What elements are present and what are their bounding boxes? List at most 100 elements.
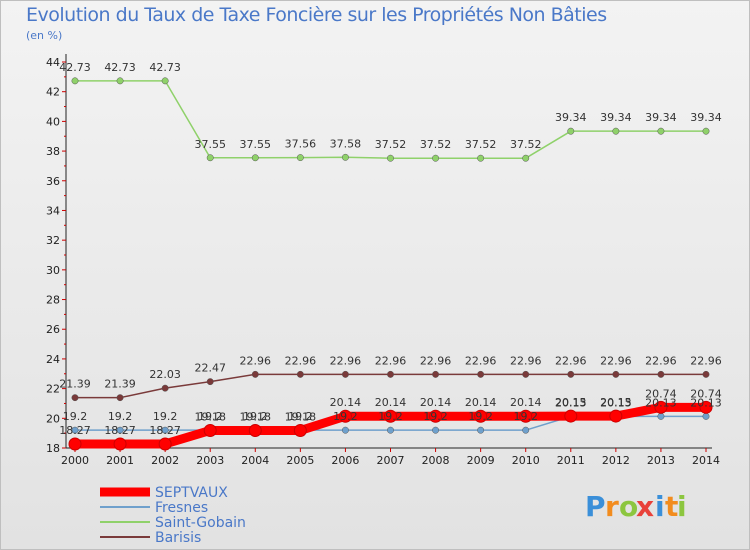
data-label-fresnes: 20.13: [555, 396, 587, 409]
axes: 18 20 22 24 26 28 30 32 34 36 38 40 42 44 2000 2001 2002…: [46, 54, 720, 467]
data-label-barisis: 22.96: [240, 354, 272, 367]
data-label-septvaux: 18.27: [149, 424, 181, 437]
data-label-barisis: 21.39: [59, 378, 91, 391]
data-point-barisis: [612, 370, 620, 378]
data-label-saint-gobain: 42.73: [104, 61, 136, 74]
data-point-saint-gobain: [296, 154, 304, 162]
data-point-saint-gobain: [567, 127, 575, 135]
data-label-septvaux: 18.27: [59, 424, 91, 437]
y-tick-label: 20: [46, 412, 60, 425]
data-label-barisis: 22.96: [645, 354, 677, 367]
data-label-fresnes: 19.2: [153, 410, 178, 423]
y-tick-label: 36: [46, 175, 60, 188]
data-point-barisis: [657, 370, 665, 378]
data-point-septvaux: [699, 400, 713, 414]
data-point-fresnes: [477, 426, 485, 434]
data-label-barisis: 22.47: [194, 362, 226, 375]
x-tick-label: 2004: [241, 454, 269, 467]
data-point-barisis: [522, 370, 530, 378]
data-label-fresnes: 20.13: [690, 396, 722, 409]
x-tick-label: 2003: [196, 454, 224, 467]
y-tick-label: 22: [46, 383, 60, 396]
data-point-septvaux: [429, 409, 443, 423]
legend-label-fresnes: Fresnes: [155, 500, 208, 516]
data-label-saint-gobain: 42.73: [59, 61, 91, 74]
y-tick-label: 42: [46, 86, 60, 99]
chart-title: Evolution du Taux de Taxe Foncière sur l…: [26, 4, 607, 26]
data-point-fresnes: [432, 426, 440, 434]
legend-label-barisis: Barisis: [155, 530, 201, 546]
data-point-saint-gobain: [522, 154, 530, 162]
data-point-fresnes: [702, 412, 710, 420]
data-point-septvaux: [474, 409, 488, 423]
data-label-saint-gobain: 39.34: [690, 111, 722, 124]
data-label-barisis: 22.96: [690, 354, 722, 367]
logo-letter: P: [585, 490, 606, 523]
data-point-barisis: [251, 370, 259, 378]
x-tick-label: 2000: [61, 454, 89, 467]
logo-letter: i: [655, 490, 665, 523]
data-label-septvaux: 19.18: [285, 410, 317, 423]
data-point-septvaux: [609, 409, 623, 423]
y-tick-label: 44: [46, 56, 60, 69]
data-point-fresnes: [387, 426, 394, 434]
data-point-saint-gobain: [71, 77, 79, 85]
data-point-barisis: [432, 370, 440, 378]
data-label-saint-gobain: 37.58: [330, 137, 362, 150]
y-tick-label: 40: [46, 115, 60, 128]
series-layer: [68, 77, 713, 451]
data-label-barisis: 22.96: [555, 354, 587, 367]
data-point-fresnes: [341, 426, 349, 434]
data-label-barisis: 22.96: [600, 354, 632, 367]
data-label-barisis: 22.96: [465, 354, 497, 367]
data-label-saint-gobain: 37.52: [375, 138, 407, 151]
data-label-saint-gobain: 39.34: [645, 111, 677, 124]
data-point-septvaux: [203, 423, 217, 437]
y-tick-label: 28: [46, 294, 60, 307]
data-label-barisis: 22.96: [420, 354, 452, 367]
data-label-fresnes: 19.2: [423, 410, 448, 423]
data-label-barisis: 22.03: [149, 368, 181, 381]
data-label-barisis: 22.96: [330, 354, 362, 367]
data-label-septvaux: 20.14: [330, 396, 362, 409]
data-label-fresnes: 19.2: [198, 410, 223, 423]
data-point-fresnes: [657, 412, 665, 420]
legend-label-septvaux: SEPTVAUX: [155, 485, 228, 501]
data-point-septvaux: [564, 409, 578, 423]
y-tick-label: 24: [46, 353, 60, 366]
x-tick-label: 2007: [377, 454, 405, 467]
data-point-saint-gobain: [612, 127, 620, 135]
data-point-saint-gobain: [251, 154, 259, 162]
data-point-barisis: [296, 370, 304, 378]
data-point-saint-gobain: [341, 153, 349, 161]
data-point-barisis: [567, 370, 575, 378]
data-label-saint-gobain: 37.52: [510, 138, 542, 151]
data-label-septvaux: 20.14: [510, 396, 542, 409]
x-tick-label: 2002: [151, 454, 179, 467]
data-point-barisis: [387, 370, 394, 378]
data-label-septvaux: 19.18: [194, 410, 226, 423]
data-label-saint-gobain: 39.34: [555, 111, 587, 124]
data-label-septvaux: 20.15: [600, 396, 632, 409]
data-point-saint-gobain: [206, 154, 214, 162]
data-label-saint-gobain: 42.73: [149, 61, 181, 74]
data-point-saint-gobain: [702, 127, 710, 135]
data-point-barisis: [341, 370, 349, 378]
data-label-septvaux: 20.14: [375, 396, 407, 409]
data-label-barisis: 22.96: [285, 354, 317, 367]
data-label-septvaux: 18.27: [104, 424, 136, 437]
logo-letter: o: [619, 490, 638, 523]
data-point-septvaux: [384, 409, 397, 423]
data-point-septvaux: [248, 423, 262, 437]
data-label-septvaux: 20.74: [645, 387, 677, 400]
y-tick-label: 34: [46, 204, 60, 217]
data-point-fresnes: [522, 426, 530, 434]
y-tick-label: 30: [46, 264, 60, 277]
data-label-fresnes: 19.2: [333, 410, 358, 423]
data-point-septvaux: [338, 409, 352, 423]
data-label-fresnes: 19.2: [468, 410, 493, 423]
data-label-septvaux: 20.14: [420, 396, 452, 409]
x-tick-label: 2009: [467, 454, 495, 467]
